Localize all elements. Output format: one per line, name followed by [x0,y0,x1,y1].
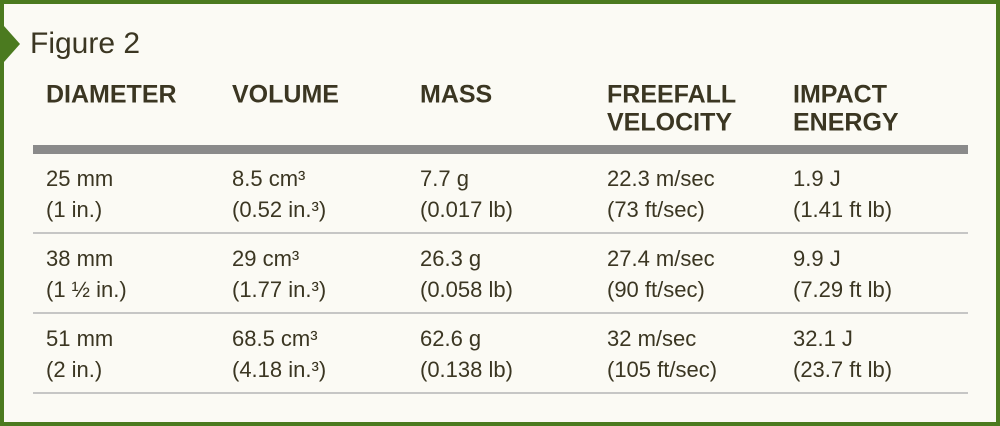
table-cell: (2 in.) [46,357,102,382]
table-cell: 27.4 m/sec [607,246,715,271]
table-cell: 7.7 g [420,166,469,191]
table-cell: (1 ½ in.) [46,277,127,302]
table-cell: 62.6 g [420,326,481,351]
table-cell: (0.138 lb) [420,357,513,382]
table-cell: 29 cm³ [232,246,299,271]
column-header: VELOCITY [607,109,732,137]
table-cell: 32 m/sec [607,326,696,351]
table-cell: (4.18 in.³) [232,357,326,382]
header-rule [33,145,968,154]
column-header: VOLUME [232,81,339,109]
table-cell: (0.52 in.³) [232,197,326,222]
column-header: ENERGY [793,109,899,137]
table-cell: 25 mm [46,166,113,191]
table-cell: 51 mm [46,326,113,351]
table-cell: (1.77 in.³) [232,277,326,302]
table-cell: (105 ft/sec) [607,357,717,382]
table-cell: (73 ft/sec) [607,197,705,222]
column-header: DIAMETER [46,81,177,109]
table-cell: 32.1 J [793,326,853,351]
table-cell: 9.9 J [793,246,841,271]
arrow-marker [4,26,20,62]
table-cell: 68.5 cm³ [232,326,318,351]
table-cell: (0.017 lb) [420,197,513,222]
table-cell: 8.5 cm³ [232,166,305,191]
table-cell: 38 mm [46,246,113,271]
figure-title: Figure 2 [30,27,140,60]
table-cell: (1 in.) [46,197,102,222]
table-cell: (0.058 lb) [420,277,513,302]
column-header: MASS [420,81,492,109]
table-cell: 1.9 J [793,166,841,191]
table-cell: (90 ft/sec) [607,277,705,302]
table-cell: (1.41 ft lb) [793,197,892,222]
column-header: FREEFALL [607,81,736,109]
table-cell: (23.7 ft lb) [793,357,892,382]
table-cell: 26.3 g [420,246,481,271]
column-header: IMPACT [793,81,887,109]
table-cell: (7.29 ft lb) [793,277,892,302]
table-cell: 22.3 m/sec [607,166,715,191]
